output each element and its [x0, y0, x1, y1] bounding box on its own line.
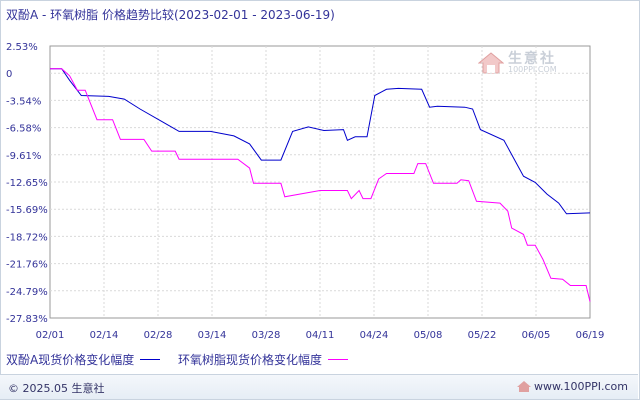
y-tick-label: -3.54%	[6, 96, 41, 107]
footer-site-link[interactable]: www.100PPI.com	[517, 380, 628, 393]
y-tick-label: -24.79%	[6, 287, 48, 298]
x-tick-label: 06/05	[522, 330, 551, 341]
x-tick-label: 02/01	[36, 330, 65, 341]
footer-copyright: © 2025.05 生意社	[8, 382, 105, 395]
footer-site-text: www.100PPI.com	[534, 380, 628, 393]
legend-swatch-bpa	[140, 359, 161, 360]
legend-label-epoxy: 环氧树脂现货价格变化幅度	[178, 353, 323, 367]
x-tick-label: 06/19	[576, 330, 605, 341]
y-tick-label: -9.61%	[6, 151, 41, 162]
legend-label-bpa: 双酚A现货价格变化幅度	[6, 353, 135, 367]
series-line-bpa	[50, 68, 591, 215]
x-tick-label: 05/08	[414, 330, 443, 341]
legend-swatch-epoxy	[328, 359, 349, 360]
x-tick-label: 04/11	[306, 330, 335, 341]
series-line-epoxy	[50, 68, 591, 302]
y-tick-label: 2.53%	[6, 42, 38, 53]
footer-bar: © 2025.05 生意社 www.100PPI.com	[0, 374, 638, 399]
y-tick-label: -27.83%	[6, 314, 48, 325]
y-tick-label: -15.69%	[6, 205, 48, 216]
watermark-brand: 生意社	[508, 51, 556, 67]
y-tick-label: -18.72%	[6, 232, 48, 243]
y-tick-label: -6.58%	[6, 124, 41, 135]
y-tick-label: -12.65%	[6, 178, 48, 189]
x-tick-label: 05/22	[468, 330, 497, 341]
chart-title: 双酚A - 环氧树脂 价格趋势比较(2023-02-01 - 2023-06-1…	[6, 8, 335, 22]
x-tick-label: 02/14	[90, 330, 119, 341]
y-tick-label: -21.76%	[6, 260, 48, 271]
line-chart: 2.53% 0 -3.54% -6.58% -9.61% -12.65% -15.69% -1…	[6, 42, 605, 341]
x-tick-label: 02/28	[144, 330, 173, 341]
x-tick-label: 03/28	[252, 330, 281, 341]
watermark-url: 100PPI.COM	[508, 65, 557, 74]
legend-item-epoxy: 环氧树脂现货价格变化幅度	[178, 351, 349, 368]
y-tick-label: 0	[6, 69, 12, 80]
x-tick-label: 03/14	[198, 330, 227, 341]
x-tick-label: 04/24	[360, 330, 389, 341]
house-small-icon	[517, 381, 532, 392]
chart-legend: 双酚A现货价格变化幅度 环氧树脂现货价格变化幅度	[6, 351, 362, 368]
legend-item-bpa: 双酚A现货价格变化幅度	[6, 351, 161, 368]
